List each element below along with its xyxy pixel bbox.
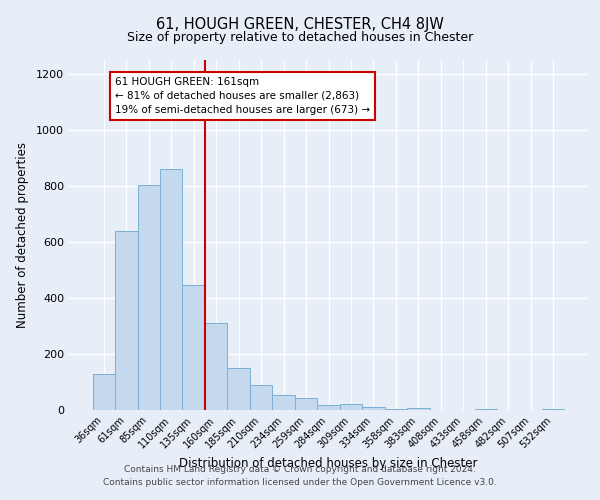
Bar (92, 374, 115, 410)
Bar (407, 408, 430, 410)
Bar (160, 169, 182, 410)
Y-axis label: Number of detached properties: Number of detached properties (16, 142, 29, 328)
Bar (295, 398, 317, 410)
Bar (340, 404, 362, 410)
Text: 61, HOUGH GREEN, CHESTER, CH4 8JW: 61, HOUGH GREEN, CHESTER, CH4 8JW (156, 18, 444, 32)
Text: Contains public sector information licensed under the Open Government Licence v3: Contains public sector information licen… (103, 478, 497, 487)
Bar (137, 184, 160, 410)
Bar (205, 323, 227, 410)
Text: Contains HM Land Registry data © Crown copyright and database right 2024.: Contains HM Land Registry data © Crown c… (124, 466, 476, 474)
Bar (115, 231, 137, 410)
Bar (362, 407, 385, 410)
Bar (182, 286, 205, 410)
Bar (317, 405, 340, 410)
Bar (272, 396, 295, 410)
Bar (227, 368, 250, 410)
Text: Size of property relative to detached houses in Chester: Size of property relative to detached ho… (127, 31, 473, 44)
Bar (250, 385, 272, 410)
Bar (385, 408, 407, 410)
X-axis label: Distribution of detached houses by size in Chester: Distribution of detached houses by size … (179, 456, 478, 469)
Text: 61 HOUGH GREEN: 161sqm
← 81% of detached houses are smaller (2,863)
19% of semi-: 61 HOUGH GREEN: 161sqm ← 81% of detached… (115, 77, 370, 115)
